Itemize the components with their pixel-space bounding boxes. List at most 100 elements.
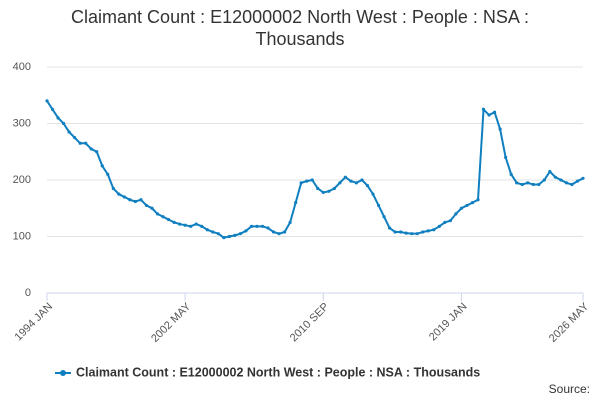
point [470,201,475,205]
point [509,172,513,176]
point [376,203,381,208]
x-tick-label: 2026 MAY [547,300,592,345]
point [166,217,171,222]
point [56,116,60,120]
point [354,181,359,185]
point [465,203,469,208]
point [144,203,149,208]
point [244,229,248,233]
point [559,178,563,182]
point [332,186,336,191]
point [393,230,397,234]
point [238,232,243,236]
y-tick-label: 0 [25,287,31,299]
point [95,150,99,154]
point [249,224,254,228]
point [575,179,580,183]
point [294,201,298,205]
point [189,224,193,228]
point [321,190,325,195]
x-tick-label: 2010 SEP [288,301,332,345]
point [448,219,452,223]
point [454,212,458,216]
point [371,192,375,196]
point [227,234,231,239]
point [211,230,215,234]
point [200,224,204,228]
point [106,172,110,176]
point [349,179,353,183]
point [399,230,403,234]
point [437,224,441,228]
point [271,230,276,234]
point [316,186,320,191]
point [542,178,546,182]
point [178,222,182,226]
point [283,230,287,234]
series-line [46,100,584,239]
point [155,212,160,216]
point [78,141,82,145]
point [84,141,88,145]
point [128,198,132,202]
point [498,127,502,131]
point [553,175,557,179]
point [111,186,115,191]
point [61,121,66,126]
point [382,215,386,219]
point [360,178,364,182]
legend-label: Claimant Count : E12000002 North West : … [76,365,480,379]
point [117,192,121,196]
point [548,169,552,174]
point [222,236,226,240]
point [73,136,77,140]
x-tick-label: 2002 MAY [149,300,194,345]
point [410,232,414,236]
y-tick-label: 200 [13,174,31,186]
point [100,164,104,168]
point [443,220,447,224]
point [139,198,143,202]
point [459,206,464,210]
point [564,181,569,185]
chart-title: Claimant Count : E12000002 North West : … [71,7,529,49]
point [255,224,259,228]
y-tick-label: 400 [13,61,31,73]
point [421,230,425,234]
point [133,199,138,204]
point [404,231,408,235]
point [89,147,93,151]
point [432,228,436,232]
point [216,232,220,236]
point [387,226,392,230]
x-tick-label: 1994 JAN [13,301,56,344]
point [305,179,309,183]
point [481,107,486,111]
point [426,229,430,233]
point [310,178,314,182]
x-tick-label: 2019 JAN [427,301,470,344]
point [233,233,237,237]
legend-marker [60,370,66,376]
point [515,181,519,185]
point [537,182,541,187]
point [338,181,342,185]
source-label: Source: [549,382,590,396]
point [299,181,303,185]
point [288,220,292,224]
point [45,99,49,103]
point [492,110,497,114]
y-tick-label: 300 [13,117,31,129]
point [260,224,265,228]
point [504,155,508,159]
point [266,226,270,230]
point [476,198,480,202]
point [150,206,154,210]
point [277,232,281,236]
point [570,182,574,187]
point [487,113,491,117]
point [194,222,198,226]
point [50,107,55,111]
y-tick-label: 100 [13,230,31,242]
